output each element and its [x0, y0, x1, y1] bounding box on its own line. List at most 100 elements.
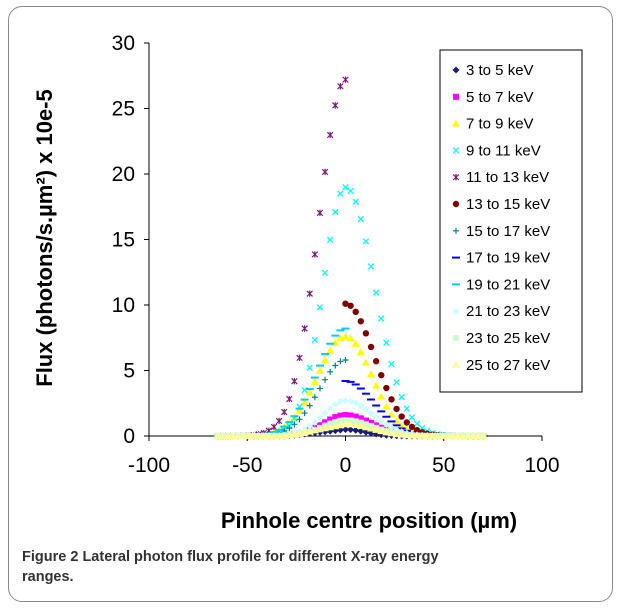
data-point: [291, 377, 298, 385]
x-tick-label: 100: [524, 454, 559, 477]
data-point: [443, 431, 452, 439]
data-point: [223, 432, 232, 439]
data-point: [301, 325, 308, 332]
data-point: [332, 362, 339, 369]
data-point: [383, 339, 390, 346]
legend-label: 11 to 13 keV: [466, 169, 549, 186]
legend-marker: [453, 335, 459, 341]
data-point: [382, 428, 391, 436]
data-point: [357, 415, 364, 422]
data-point: [367, 343, 375, 351]
y-tick-label: 20: [112, 163, 135, 186]
legend-label: 3 to 5 keV: [466, 62, 534, 79]
data-point: [356, 348, 365, 356]
legend: 3 to 5 keV 5 to 7 keV 7 to 9 keV 9 to 11 ke…: [439, 49, 583, 393]
data-point: [286, 395, 293, 403]
data-point: [362, 237, 370, 245]
data-point: [280, 408, 288, 416]
data-point: [383, 384, 390, 392]
data-point: [357, 318, 365, 325]
data-point: [321, 269, 329, 277]
data-point: [342, 397, 349, 405]
data-point: [362, 405, 370, 413]
x-tick-label: -100: [128, 454, 170, 477]
data-point: [362, 428, 370, 436]
data-point: [234, 432, 243, 439]
data-point: [413, 431, 422, 439]
data-point: [332, 414, 339, 421]
data-point: [249, 432, 258, 439]
y-tick-label: 5: [123, 360, 135, 383]
data-point: [316, 414, 324, 422]
y-tick-label: 15: [112, 229, 135, 252]
data-point: [244, 432, 253, 439]
data-point: [372, 381, 381, 389]
y-tick-label: 30: [112, 32, 135, 55]
data-point: [387, 423, 395, 431]
x-tick-label: 50: [432, 454, 455, 477]
data-point: [342, 76, 349, 83]
caption-text: Lateral photon flux profile for differen…: [22, 549, 439, 585]
data-point: [341, 420, 350, 428]
data-point: [408, 423, 416, 431]
data-point: [408, 414, 416, 421]
data-point: [311, 394, 318, 401]
data-point: [327, 416, 334, 423]
data-point: [327, 368, 334, 375]
data-point: [459, 431, 468, 439]
y-tick-labels: 0 5 10 15 20 25 30: [112, 32, 149, 448]
data-point: [356, 421, 365, 429]
data-point: [316, 209, 324, 217]
y-axis-title: Flux (photons/s.µm²) x 10e-5: [32, 89, 57, 387]
data-point: [342, 183, 349, 191]
data-point: [418, 431, 427, 439]
legend-marker: [452, 147, 460, 154]
data-point: [403, 405, 411, 412]
data-point: [397, 430, 406, 438]
data-point: [367, 369, 376, 377]
data-point: [388, 396, 395, 403]
legend-marker: [452, 360, 460, 368]
data-point: [229, 432, 238, 439]
data-point: [361, 423, 370, 431]
data-point: [301, 410, 308, 417]
data-point: [382, 402, 391, 410]
data-point: [332, 418, 339, 425]
y-tick-label: 0: [123, 425, 135, 448]
data-point: [423, 431, 432, 439]
data-point: [332, 102, 339, 109]
data-point: [341, 332, 350, 340]
data-point: [347, 187, 354, 195]
data-point: [337, 412, 344, 419]
data-point: [239, 432, 248, 439]
x-tick-label: -50: [232, 454, 262, 477]
legend-label: 19 to 21 keV: [466, 276, 550, 293]
series-5: [214, 76, 349, 440]
data-point: [270, 423, 278, 431]
data-point: [393, 405, 400, 413]
data-point: [316, 304, 324, 311]
legend-label: 5 to 7 keV: [466, 89, 534, 106]
data-point: [377, 417, 385, 425]
legend-label: 23 to 25 keV: [466, 330, 550, 347]
data-point: [398, 413, 405, 420]
legend-marker: [453, 93, 459, 100]
data-point: [346, 334, 355, 342]
y-tick-label: 10: [112, 294, 135, 317]
data-point: [346, 420, 355, 428]
legend-marker: [452, 119, 460, 127]
data-point: [428, 431, 437, 439]
figure-caption: Figure 2 Lateral photon flux profile for…: [22, 547, 492, 587]
data-point: [337, 83, 344, 90]
legend-label: 15 to 17 keV: [466, 223, 550, 240]
x-tick-label: 0: [340, 454, 352, 477]
flux-chart: 0 5 10 15 20 25 30 -100 -50 0 50 100 3 to 5 keV 5 t…: [32, 32, 583, 533]
data-point: [306, 364, 313, 372]
data-point: [213, 432, 222, 439]
legend-marker: [452, 200, 460, 208]
data-point: [342, 412, 349, 419]
data-point: [326, 346, 335, 354]
data-point: [474, 431, 483, 439]
data-point: [300, 398, 309, 406]
data-point: [398, 393, 405, 401]
